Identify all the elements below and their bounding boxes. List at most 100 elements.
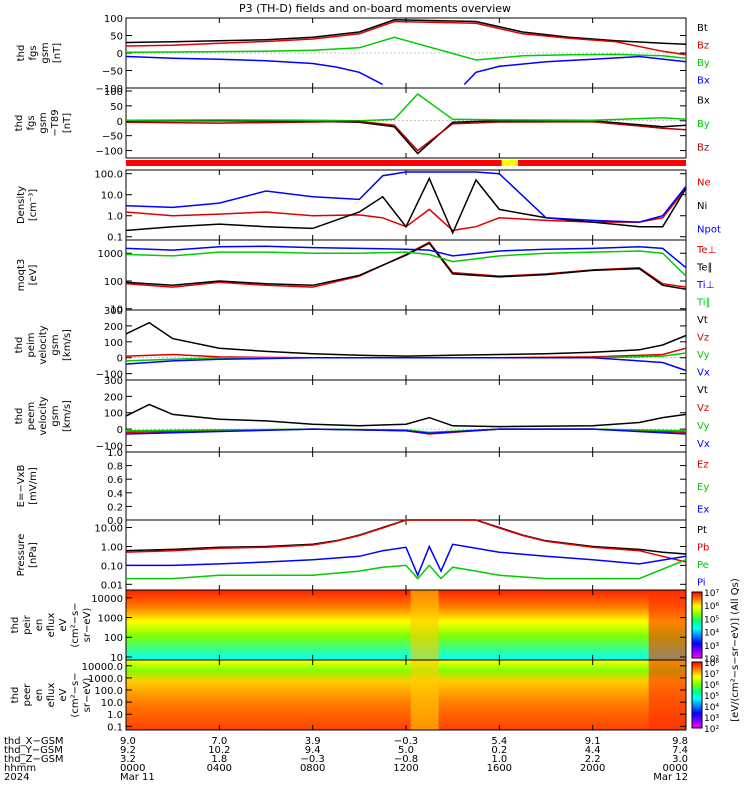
series-line-Bz bbox=[125, 20, 687, 56]
y-tick-label: 100 bbox=[104, 87, 123, 98]
series-line-Npot bbox=[125, 171, 687, 223]
x-axis-value: 9.0 bbox=[120, 736, 136, 747]
y-tick-label: −100 bbox=[96, 84, 123, 95]
y-axis-label: [km/s] bbox=[62, 329, 73, 361]
y-tick-label: 200 bbox=[104, 392, 123, 403]
colorbar-tick-label: 10⁷ bbox=[704, 589, 719, 599]
x-axis-value: 2000 bbox=[580, 763, 605, 774]
y-axis-label: −T89 bbox=[50, 109, 61, 136]
colorbar-tick-label: 10⁴ bbox=[704, 629, 719, 639]
y-tick-label: 300 bbox=[104, 376, 123, 387]
y-tick-label: 10000 bbox=[91, 594, 123, 605]
x-axis-row-label: 2024 bbox=[4, 772, 29, 783]
y-tick-label: −100 bbox=[96, 441, 123, 452]
colorbar-tick-label: 10³ bbox=[704, 714, 719, 724]
y-tick-label: 100.0 bbox=[94, 686, 123, 697]
y-tick-label: 1.0 bbox=[107, 448, 123, 459]
y-tick-label: 10 bbox=[110, 305, 123, 316]
legend-label: Ne bbox=[697, 178, 711, 189]
y-axis-label: (cm²−s− bbox=[70, 602, 81, 647]
panel-peir-spec: 10000 1000 100 10 thd peir en eflux eV (cm²−s− sr−… bbox=[10, 589, 687, 664]
y-axis-label: Density bbox=[16, 186, 27, 224]
y-axis-label: [nT] bbox=[52, 43, 63, 63]
y-axis-label: [nT] bbox=[62, 113, 73, 133]
series-line-Ti∥ bbox=[125, 250, 687, 277]
x-axis-value: 9.1 bbox=[585, 736, 601, 747]
legend-label: Ti∥ bbox=[696, 297, 711, 308]
legend-label: Bx bbox=[697, 75, 710, 86]
y-axis-label: Pressure bbox=[16, 534, 27, 577]
colorbar-tick-label: 10⁵ bbox=[704, 692, 719, 702]
y-tick-label: 1000 bbox=[98, 249, 123, 260]
y-axis-label: en bbox=[34, 689, 45, 702]
legend-label: Vt bbox=[697, 385, 708, 396]
colorbar-tick-label: 10² bbox=[704, 655, 719, 665]
y-axis-label: E=−VxB bbox=[16, 465, 27, 508]
legend-label: Vt bbox=[697, 315, 708, 326]
spectrogram-event bbox=[648, 590, 686, 660]
x-axis-value: 0.2 bbox=[491, 745, 507, 756]
series-line-Ne bbox=[125, 187, 687, 232]
y-axis-label: gsm bbox=[40, 42, 51, 63]
panel-e-field: 1.0 0.8 0.6 0.4 0.2 0.0 E=−VxB [mV/m] Ez Ey Ex bbox=[16, 448, 709, 527]
y-tick-label: −100 bbox=[96, 370, 123, 381]
legend-label: Ni bbox=[697, 201, 707, 212]
x-axis-value: 1200 bbox=[393, 763, 418, 774]
y-axis-label: gsm bbox=[50, 334, 61, 355]
y-tick-label: 100 bbox=[104, 409, 123, 420]
y-axis-label: [nPa] bbox=[28, 542, 39, 568]
legend-label: Pe bbox=[697, 560, 709, 571]
series-line-By bbox=[125, 36, 687, 61]
series-line-Vx bbox=[125, 356, 687, 372]
y-axis-label: velocity bbox=[38, 396, 49, 435]
legend-label: Vx bbox=[697, 367, 710, 378]
legend-label: Vy bbox=[697, 421, 710, 432]
series-line-Pe bbox=[126, 559, 687, 580]
x-axis-value: 1.0 bbox=[491, 754, 507, 765]
y-axis-label: [km/s] bbox=[62, 400, 73, 432]
y-axis-label: eflux bbox=[46, 683, 57, 708]
y-axis-label: gsm bbox=[38, 112, 49, 133]
y-tick-label: 0.0 bbox=[107, 516, 123, 527]
y-axis-label: thd bbox=[14, 337, 25, 354]
x-axis-value: 4.4 bbox=[585, 745, 601, 756]
y-axis-label: peem bbox=[26, 402, 37, 430]
series-line-Bz bbox=[125, 120, 687, 152]
x-axis-value: 1600 bbox=[487, 763, 512, 774]
colorbar-tick-label: 10⁵ bbox=[704, 615, 719, 625]
y-axis-label: eflux bbox=[46, 613, 57, 638]
mode-bar bbox=[126, 160, 686, 166]
series-line-Vt bbox=[125, 403, 687, 428]
series-line-Te∥ bbox=[125, 242, 687, 291]
colorbar-tick-label: 10³ bbox=[704, 642, 719, 652]
colorbar-tick-label: 10² bbox=[704, 725, 719, 735]
colorbar-peir: 10⁷ 10⁶ 10⁵ 10⁴ 10³ 10² bbox=[691, 589, 719, 665]
x-axis-value: 0800 bbox=[300, 763, 325, 774]
colorbar-scale bbox=[691, 591, 703, 659]
legend-label: Bz bbox=[697, 142, 709, 153]
y-axis-label: thd bbox=[16, 45, 27, 62]
x-axis-value: −0.3 bbox=[394, 736, 418, 747]
y-axis-label: thd bbox=[10, 617, 21, 634]
x-axis-value: 0000 bbox=[120, 763, 145, 774]
colorbar-tick-label: 10⁸ bbox=[704, 659, 719, 669]
y-tick-label: 10.0 bbox=[101, 191, 123, 202]
series-line-Vt bbox=[125, 321, 687, 357]
y-tick-label: 1000 bbox=[98, 614, 123, 625]
y-tick-label: 100.0 bbox=[94, 170, 123, 181]
y-axis-label: thd bbox=[14, 408, 25, 425]
legend-label: Vy bbox=[697, 350, 710, 361]
x-axis-value: −0.3 bbox=[301, 754, 325, 765]
x-axis-value: 9.2 bbox=[120, 745, 136, 756]
spectrogram-image bbox=[126, 660, 686, 730]
mode-bar-segment bbox=[501, 160, 518, 166]
x-axis-value: 7.0 bbox=[211, 736, 227, 747]
x-axis-row-label: hhmm bbox=[4, 763, 36, 774]
y-tick-label: −50 bbox=[102, 132, 123, 143]
legend-label: By bbox=[697, 119, 710, 130]
y-tick-label: 300 bbox=[104, 306, 123, 317]
series-line-By bbox=[125, 93, 687, 122]
y-tick-label: 100 bbox=[104, 14, 123, 25]
